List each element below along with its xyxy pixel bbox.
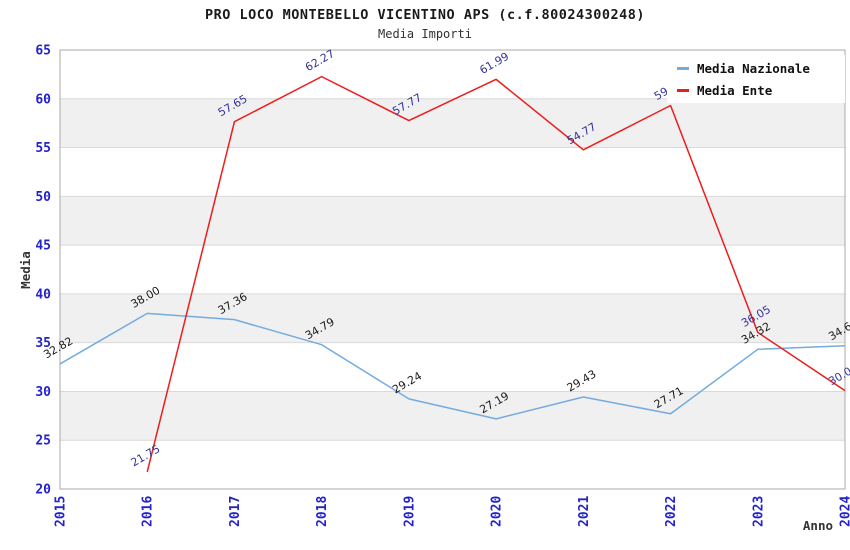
chart-subtitle: Media Importi — [378, 27, 472, 41]
band — [60, 293, 845, 343]
x-tick-label-2018: 2018 — [315, 496, 330, 527]
legend-item-media-ente: Media Ente — [667, 83, 845, 98]
y-axis-title: Media — [18, 251, 33, 289]
legend-swatch-media-ente — [677, 88, 689, 92]
y-tick-label-25: 25 — [35, 434, 51, 449]
x-tick-label-2015: 2015 — [54, 496, 69, 527]
legend-swatch-media-nazionale — [677, 66, 689, 70]
x-tick-label-2023: 2023 — [751, 496, 766, 527]
band — [60, 196, 845, 246]
x-tick-label-2022: 2022 — [664, 496, 679, 527]
x-tick-label-2020: 2020 — [490, 496, 505, 527]
y-tick-label-20: 20 — [35, 483, 51, 498]
legend-label: Media Ente — [697, 82, 773, 98]
chart-legend: Media Nazionale Media Ente — [667, 55, 845, 103]
legend-item-media-nazionale: Media Nazionale — [667, 61, 845, 76]
chart-title: PRO LOCO MONTEBELLO VICENTINO APS (c.f.8… — [204, 7, 645, 23]
y-tick-label-35: 35 — [35, 336, 51, 351]
x-tick-label-2019: 2019 — [402, 496, 417, 527]
data-label-media-ente-2018: 62.27 — [303, 47, 337, 74]
y-tick-label-65: 65 — [35, 44, 51, 59]
series-line-media-ente — [146, 75, 846, 473]
series-line-media-nazionale — [59, 312, 846, 420]
data-label-media-ente-2016: 21.75 — [129, 442, 163, 469]
x-tick-label-2021: 2021 — [577, 496, 592, 527]
y-tick-label-30: 30 — [35, 385, 51, 400]
x-tick-label-2024: 2024 — [839, 496, 850, 527]
plot-frame — [59, 49, 846, 490]
band — [60, 98, 845, 148]
y-tick-label-50: 50 — [35, 190, 51, 205]
data-label-media-ente-2020: 61.99 — [477, 50, 511, 77]
legend-label: Media Nazionale — [697, 60, 810, 76]
y-tick-label-45: 45 — [35, 239, 51, 254]
y-tick-label-55: 55 — [35, 141, 51, 156]
data-label-media-nazionale-2021: 29.43 — [565, 367, 599, 394]
data-label-media-ente-2024: 30.08 — [826, 361, 850, 388]
x-tick-label-2017: 2017 — [228, 496, 243, 527]
band — [60, 391, 845, 441]
x-axis-title: Anno — [803, 518, 833, 533]
y-tick-label-60: 60 — [35, 92, 51, 107]
x-tick-label-2016: 2016 — [141, 496, 156, 527]
y-tick-label-40: 40 — [35, 287, 51, 302]
